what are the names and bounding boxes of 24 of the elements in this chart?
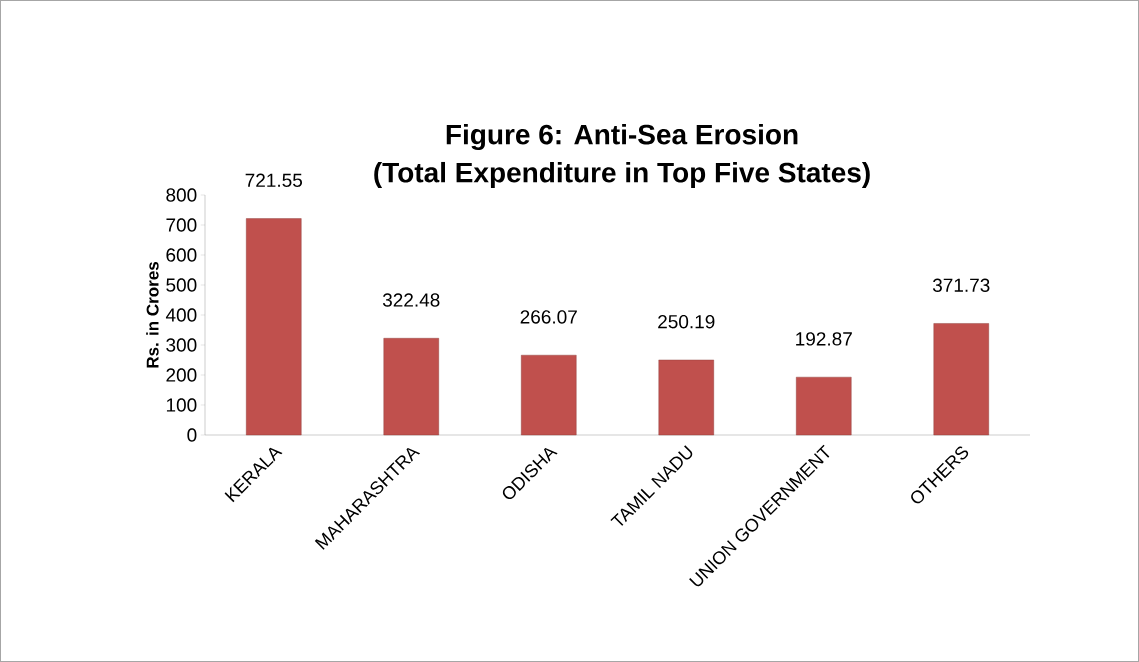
y-tick-label: 800	[166, 188, 197, 202]
y-tick-label: 400	[165, 308, 197, 322]
data-label: 721.55	[245, 173, 303, 188]
bar	[246, 218, 302, 436]
data-label: 192.87	[796, 332, 852, 346]
y-tick-label: 700	[166, 218, 197, 232]
y-tick-label: 0	[187, 428, 197, 442]
y-tick-label: 200	[166, 368, 197, 382]
y-axis-title: Rs. in Crores	[146, 262, 159, 368]
bar	[796, 376, 852, 436]
y-tick-label: 600	[166, 248, 197, 262]
bar	[933, 323, 989, 436]
data-label: 371.73	[932, 278, 990, 292]
data-label: 322.48	[382, 293, 440, 307]
y-tick-label: 100	[166, 398, 197, 412]
chart-subtitle: (Total Expenditure in Top Five States)	[374, 161, 870, 189]
bar	[658, 359, 714, 436]
y-tick-label: 500	[166, 278, 197, 292]
y-tick-label: 300	[166, 338, 197, 352]
bar	[383, 338, 439, 436]
data-label: 250.19	[658, 314, 715, 329]
data-label: 266.07	[520, 310, 577, 324]
bar	[521, 354, 577, 436]
chart-title: Figure 6: Anti-Sea Erosion	[446, 123, 798, 151]
